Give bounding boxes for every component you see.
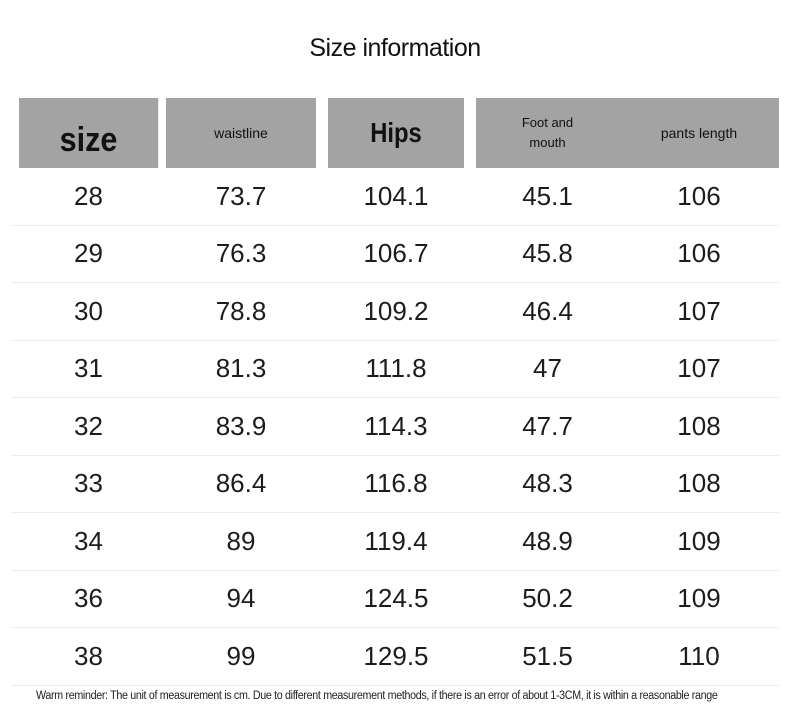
cell-waistline: 86.4 bbox=[166, 455, 316, 513]
cell-waistline: 99 bbox=[166, 627, 316, 686]
table-body: 28 73.7 104.1 45.1 106 29 76.3 106.7 45.8 106 30 78… bbox=[11, 168, 779, 686]
table-row: 34 89 119.4 48.9 109 bbox=[11, 512, 779, 571]
cell-size: 34 bbox=[11, 512, 166, 571]
cell-waistline: 78.8 bbox=[166, 282, 316, 341]
cell-size: 31 bbox=[11, 340, 166, 398]
table-row: 38 99 129.5 51.5 110 bbox=[11, 627, 779, 686]
header-size: size bbox=[18, 98, 159, 168]
table-row: 29 76.3 106.7 45.8 106 bbox=[11, 225, 779, 283]
cell-pants-length: 107 bbox=[619, 340, 779, 398]
table-header-row: size waistline Hips Foot and mouth pants … bbox=[11, 98, 779, 168]
cell-foot-and-mouth: 45.1 bbox=[476, 168, 619, 226]
header-pants-length: pants length bbox=[619, 98, 779, 168]
cell-waistline: 73.7 bbox=[166, 168, 316, 226]
cell-pants-length: 106 bbox=[619, 168, 779, 226]
cell-pants-length: 108 bbox=[619, 397, 779, 456]
header-foot-and-mouth-label: Foot and mouth bbox=[521, 115, 574, 150]
header-foot-and-mouth: Foot and mouth bbox=[476, 98, 619, 168]
measurement-reminder: Warm reminder: The unit of measurement i… bbox=[36, 690, 718, 702]
cell-size: 36 bbox=[11, 570, 166, 628]
cell-waistline: 89 bbox=[166, 512, 316, 571]
cell-pants-length: 108 bbox=[619, 455, 779, 513]
table-row: 36 94 124.5 50.2 109 bbox=[11, 570, 779, 628]
cell-size: 30 bbox=[11, 282, 166, 341]
cell-size: 38 bbox=[11, 627, 166, 686]
cell-size: 32 bbox=[11, 397, 166, 456]
cell-hips: 104.1 bbox=[316, 168, 476, 226]
cell-waistline: 83.9 bbox=[166, 397, 316, 456]
header-waistline: waistline bbox=[166, 98, 316, 168]
table-row: 33 86.4 116.8 48.3 108 bbox=[11, 455, 779, 513]
cell-foot-and-mouth: 47 bbox=[476, 340, 619, 398]
cell-foot-and-mouth: 46.4 bbox=[476, 282, 619, 341]
cell-waistline: 81.3 bbox=[166, 340, 316, 398]
table-row: 32 83.9 114.3 47.7 108 bbox=[11, 397, 779, 456]
cell-foot-and-mouth: 50.2 bbox=[476, 570, 619, 628]
page-title: Size information bbox=[309, 34, 481, 62]
cell-foot-and-mouth: 48.9 bbox=[476, 512, 619, 571]
cell-size: 28 bbox=[11, 168, 166, 226]
cell-hips: 106.7 bbox=[316, 225, 476, 283]
size-table: size waistline Hips Foot and mouth pants … bbox=[11, 98, 779, 686]
cell-hips: 109.2 bbox=[316, 282, 476, 341]
cell-waistline: 76.3 bbox=[166, 225, 316, 283]
cell-foot-and-mouth: 47.7 bbox=[476, 397, 619, 456]
cell-hips: 116.8 bbox=[316, 455, 476, 513]
cell-hips: 129.5 bbox=[316, 627, 476, 686]
table-row: 28 73.7 104.1 45.1 106 bbox=[11, 168, 779, 226]
cell-pants-length: 109 bbox=[619, 512, 779, 571]
cell-foot-and-mouth: 48.3 bbox=[476, 455, 619, 513]
cell-pants-length: 109 bbox=[619, 570, 779, 628]
cell-hips: 119.4 bbox=[316, 512, 476, 571]
cell-pants-length: 110 bbox=[619, 627, 779, 686]
cell-size: 29 bbox=[11, 225, 166, 283]
cell-hips: 124.5 bbox=[316, 570, 476, 628]
cell-waistline: 94 bbox=[166, 570, 316, 628]
table-row: 30 78.8 109.2 46.4 107 bbox=[11, 282, 779, 341]
header-hips: Hips bbox=[328, 98, 464, 168]
cell-pants-length: 107 bbox=[619, 282, 779, 341]
cell-size: 33 bbox=[11, 455, 166, 513]
cell-hips: 114.3 bbox=[316, 397, 476, 456]
table-row: 31 81.3 111.8 47 107 bbox=[11, 340, 779, 398]
cell-foot-and-mouth: 51.5 bbox=[476, 627, 619, 686]
cell-foot-and-mouth: 45.8 bbox=[476, 225, 619, 283]
cell-hips: 111.8 bbox=[316, 340, 476, 398]
cell-pants-length: 106 bbox=[619, 225, 779, 283]
